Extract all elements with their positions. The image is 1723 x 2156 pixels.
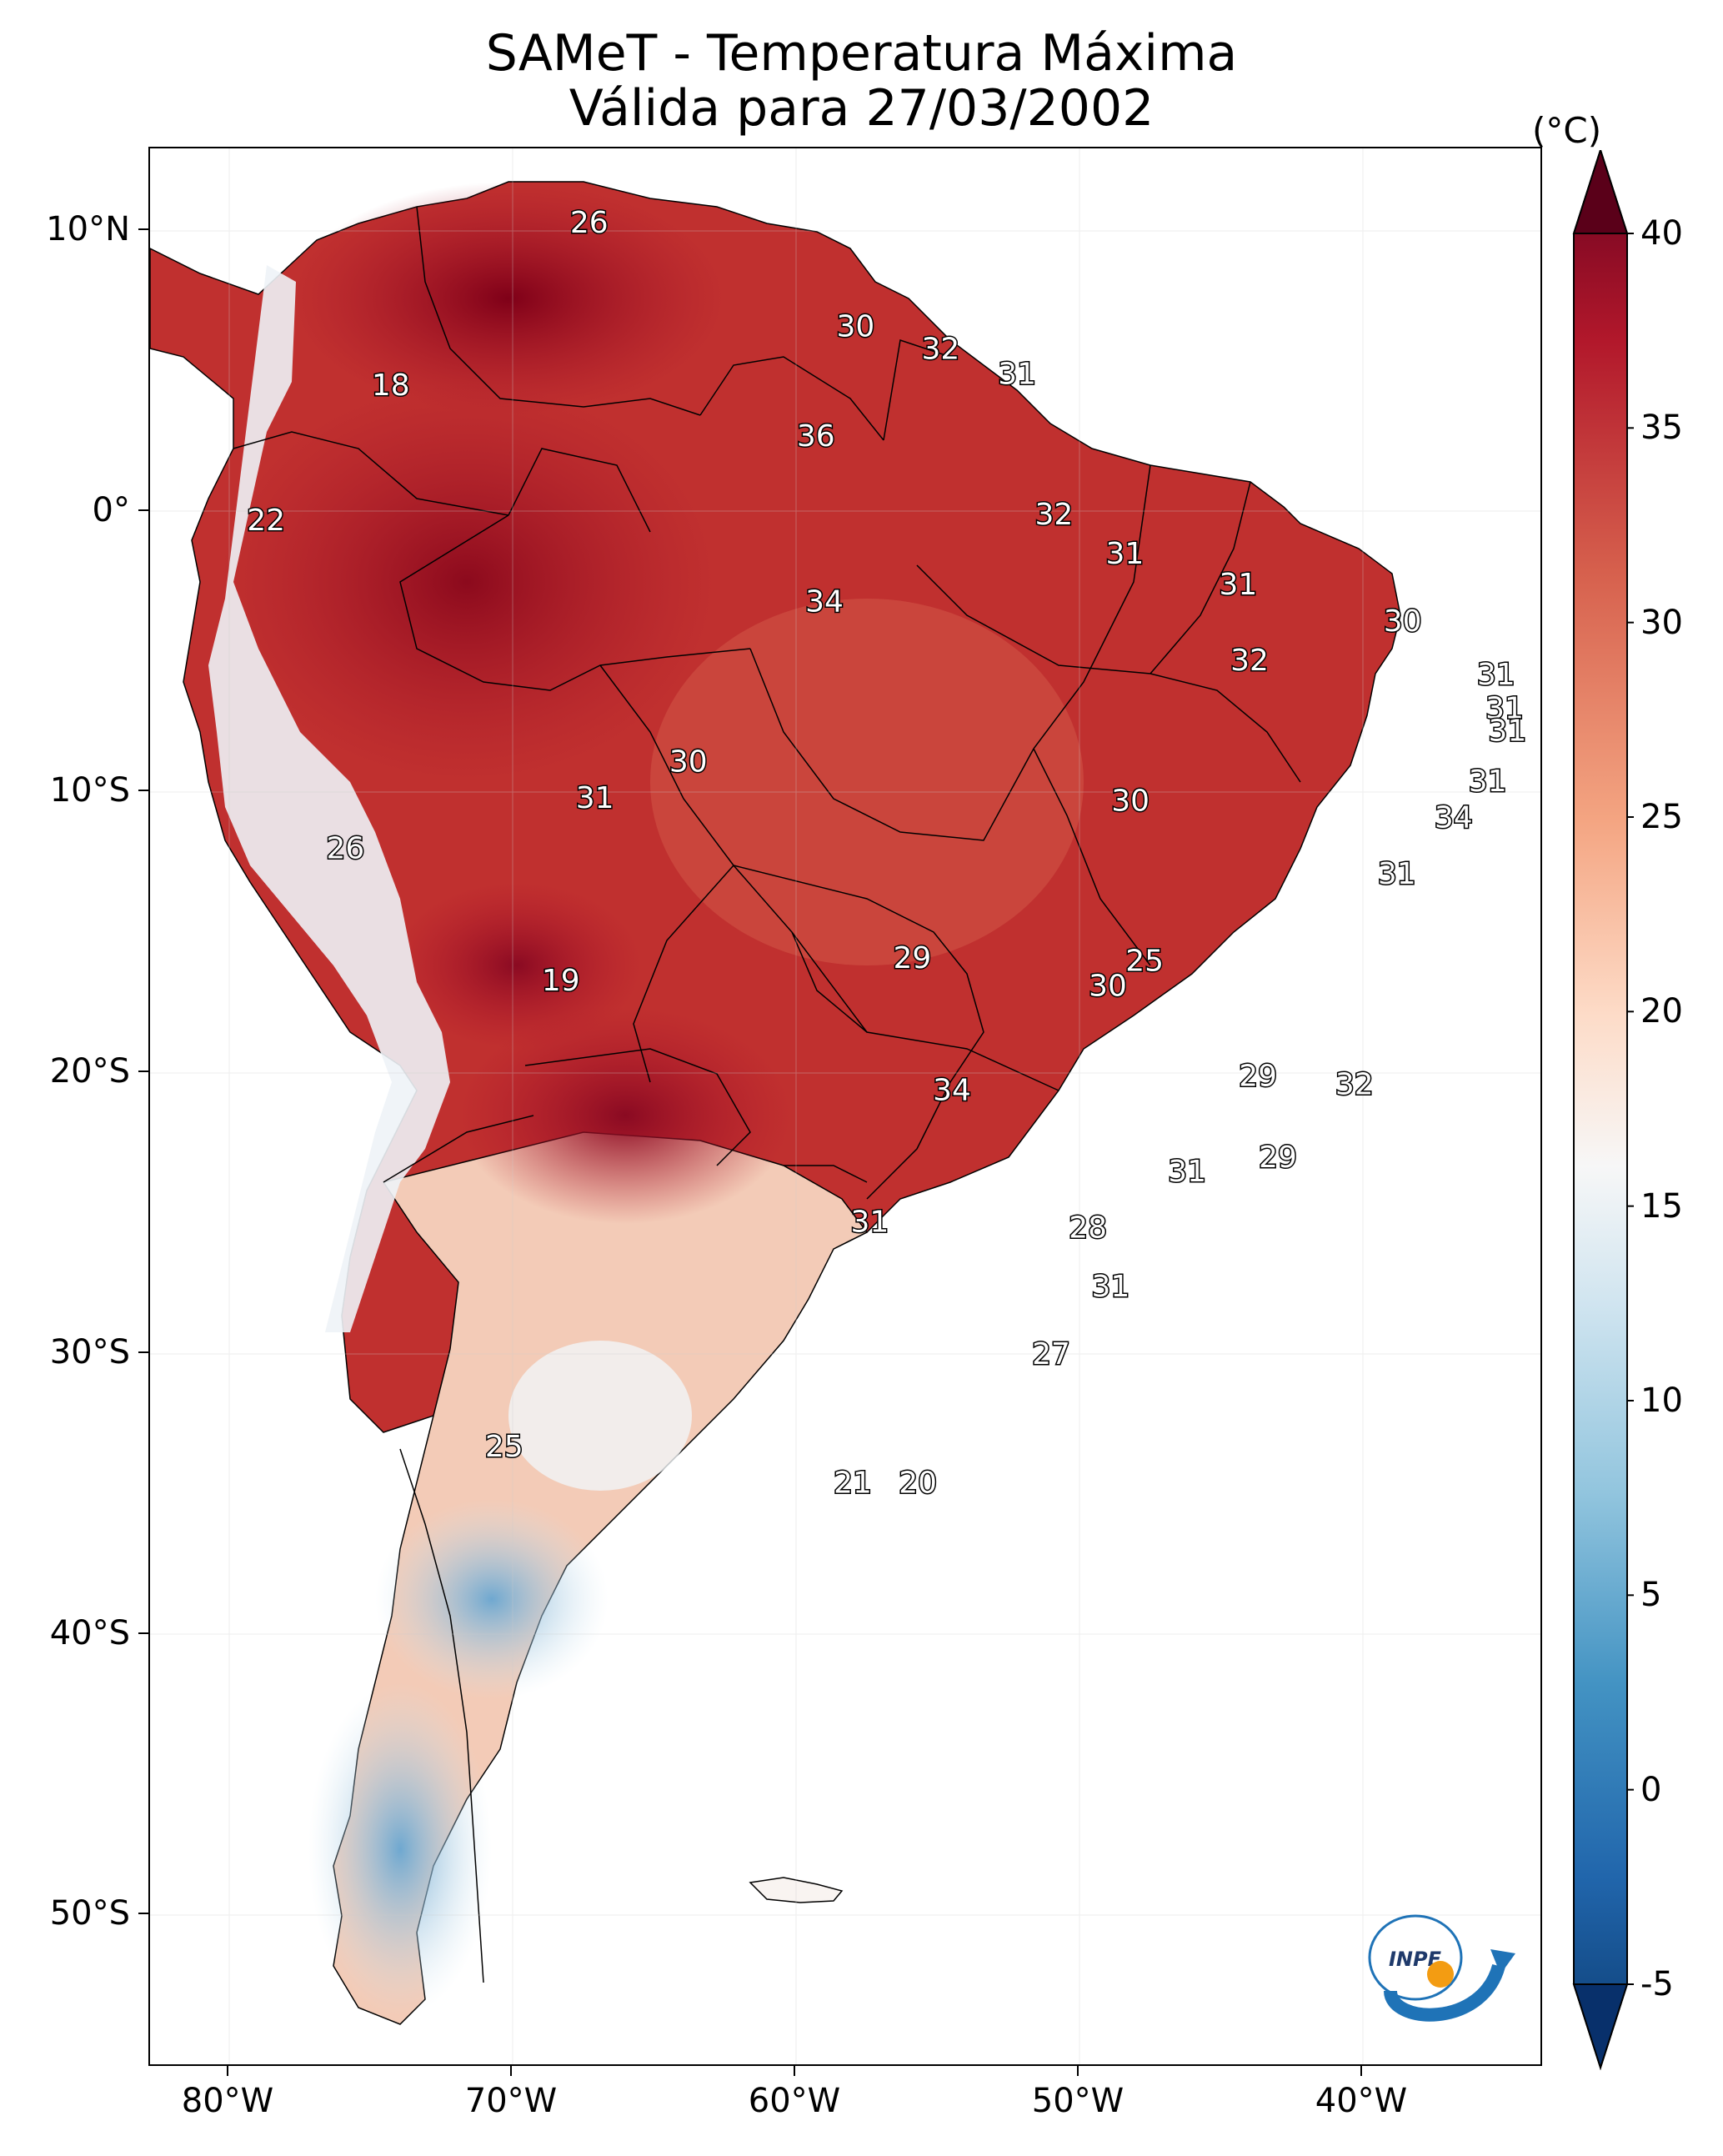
latitude-label: 10°N (46, 210, 130, 248)
temperature-value-label: 31 (1378, 857, 1416, 891)
temperature-value-label: 22 (247, 504, 285, 538)
country-borders (233, 206, 1301, 1983)
latitude-label: 0° (92, 490, 130, 529)
colorbar-top-extend (1572, 150, 1629, 234)
temperature-value-label: 29 (1259, 1141, 1297, 1175)
temperature-value-label: 21 (834, 1467, 872, 1501)
cool-core-pampa (508, 1341, 692, 1491)
temperature-value-label: 30 (836, 309, 874, 343)
heat-core-chaco (458, 1007, 792, 1224)
temperature-value-label: 31 (1168, 1155, 1206, 1189)
temperature-value-label: 29 (893, 941, 931, 975)
colorbar-tick-label: 20 (1640, 992, 1683, 1031)
latitude-label: 20°S (49, 1052, 130, 1091)
longitude-tick (227, 2066, 228, 2076)
colorbar-tick-label: -5 (1640, 1965, 1674, 2003)
temperature-value-label: 26 (326, 832, 364, 866)
cool-core-patagonia (375, 1499, 609, 1699)
longitude-tick (1360, 2066, 1362, 2076)
heat-core-bolivia (392, 882, 642, 1049)
temperature-value-label: 32 (1335, 1068, 1374, 1102)
longitude-label: 80°W (181, 2082, 274, 2120)
temperature-value-label: 31 (850, 1206, 889, 1240)
graticule (150, 148, 1540, 2064)
colorbar-tick-label: 0 (1640, 1770, 1662, 1809)
temperature-value-label: 19 (542, 964, 580, 998)
longitude-tick (1077, 2066, 1079, 2076)
latitude-tick (138, 1351, 148, 1353)
temperature-value-label: 30 (669, 745, 708, 779)
map-area: 26 18 30 32 31 36 22 32 31 31 30 34 32 31 31 31 30 31 30 31… (148, 147, 1542, 2066)
andes-cool-strip (208, 265, 450, 1332)
colorbar-tick-label: 10 (1640, 1381, 1683, 1420)
temperature-value-label: 31 (1488, 714, 1526, 748)
colorbar-tick-label: 40 (1640, 214, 1683, 253)
longitude-tick (794, 2066, 795, 2076)
heat-core-venezuela (292, 182, 725, 415)
temperature-value-label: 36 (797, 419, 835, 454)
temperature-value-label: 32 (1034, 498, 1073, 532)
heat-core-amazon (217, 382, 717, 782)
temperature-value-label: 31 (1105, 537, 1144, 571)
temperature-value-label: 26 (570, 206, 609, 240)
temperature-value-label: 30 (1384, 604, 1422, 639)
temperature-value-label: 25 (1125, 944, 1164, 978)
latitude-tick (138, 228, 148, 230)
temperature-value-label: 31 (1477, 658, 1515, 692)
latitude-tick (138, 509, 148, 511)
longitude-label: 70°W (464, 2082, 558, 2120)
latitude-label: 10°S (49, 771, 130, 810)
colorbar-ticks (1627, 233, 1634, 1985)
latitude-label: 30°S (49, 1332, 130, 1371)
continent (150, 181, 1401, 2025)
map-title-line1: SAMeT - Temperatura Máxima (485, 24, 1238, 83)
temperature-value-label: 32 (1230, 644, 1269, 678)
latitude-tick (138, 1913, 148, 1915)
colorbar-tick-label: 35 (1640, 409, 1683, 448)
temperature-value-label: 34 (933, 1073, 971, 1107)
map-title-line2: Válida para 27/03/2002 (568, 79, 1155, 138)
cool-core-south-andes (308, 1682, 492, 2016)
temperature-value-label: 31 (1219, 568, 1257, 602)
temperature-value-label: 34 (805, 584, 844, 619)
latitude-label: 50°S (49, 1894, 130, 1933)
temperature-value-label: 29 (1239, 1059, 1277, 1093)
inpe-logo: INPE (1368, 1914, 1515, 2022)
colorbar-bottom-extend (1572, 1983, 1629, 2071)
latitude-tick (138, 1070, 148, 1073)
colorbar-tick-label: 30 (1640, 603, 1683, 642)
longitude-label: 60°W (748, 2082, 841, 2120)
temperature-value-label: 20 (899, 1467, 937, 1501)
temperature-value-label: 31 (998, 358, 1036, 392)
land-falklands (749, 1877, 844, 1903)
colorbar (1572, 150, 1634, 2071)
temperature-value-label: 28 (1069, 1211, 1107, 1245)
colorbar-tick-label: 5 (1640, 1576, 1662, 1615)
temperature-value-label: 32 (921, 332, 959, 366)
temperature-value-label: 31 (1469, 765, 1507, 799)
temperature-value-label: 30 (1111, 785, 1150, 819)
latitude-tick (138, 1632, 148, 1634)
temperature-value-label: 27 (1032, 1337, 1070, 1371)
latitude-tick (138, 790, 148, 792)
colorbar-tick-label: 25 (1640, 798, 1683, 836)
temperature-value-label: 34 (1435, 801, 1473, 835)
temperature-value-label: 25 (485, 1430, 523, 1464)
colorbar-tick-label: 15 (1640, 1186, 1683, 1226)
temperature-value-label: 30 (1089, 970, 1127, 1004)
temperature-value-label: 31 (576, 781, 614, 815)
longitude-label: 50°W (1031, 2082, 1124, 2120)
mild-central-brazil (650, 599, 1084, 965)
longitude-tick (510, 2066, 512, 2076)
temperature-value-label: 31 (1091, 1270, 1129, 1304)
temperature-value-label: 31 (1485, 691, 1524, 725)
colorbar-body (1573, 150, 1628, 2071)
latitude-label: 40°S (49, 1613, 130, 1652)
longitude-label: 40°W (1315, 2082, 1408, 2120)
colorbar-unit: (°C) (1532, 110, 1602, 151)
temperature-value-label: 18 (372, 369, 410, 403)
